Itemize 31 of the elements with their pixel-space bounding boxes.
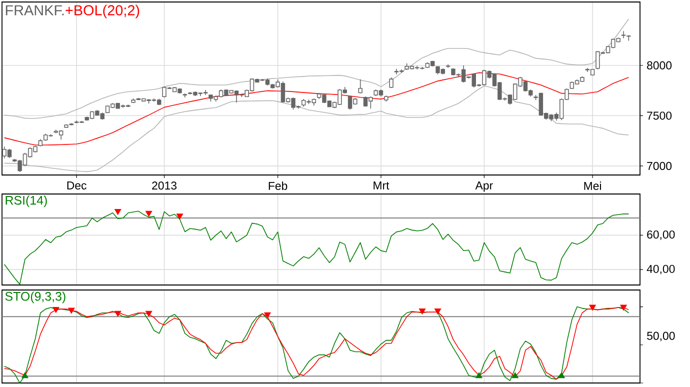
point xyxy=(22,372,28,378)
chart-title: FRANKF. xyxy=(6,5,64,16)
x-tick-label: Feb xyxy=(268,182,288,190)
point xyxy=(620,304,627,311)
y-tick-label: 8000 xyxy=(647,61,672,70)
point xyxy=(434,308,442,314)
point xyxy=(52,307,60,313)
point xyxy=(558,372,565,378)
x-tick-label: Apr xyxy=(475,182,493,192)
point xyxy=(264,312,271,318)
point xyxy=(68,308,75,314)
point xyxy=(145,310,152,317)
text: +BOL(20;2) xyxy=(66,4,140,18)
candlestick xyxy=(389,77,394,88)
x-tick-label: Mei xyxy=(584,182,601,190)
x-tick-label: Dec xyxy=(67,182,86,190)
y-tick-label: 40,00 xyxy=(646,264,675,274)
point xyxy=(418,308,426,314)
y-tick-label: 7500 xyxy=(647,112,672,120)
point xyxy=(512,372,518,378)
y-tick-label: 7000 xyxy=(647,162,672,170)
text: RSI(14) xyxy=(6,196,47,208)
y-tick-label: 60,00 xyxy=(647,230,675,240)
series-label: STO(9,3,3) xyxy=(5,292,66,304)
point xyxy=(114,310,122,317)
candlestick xyxy=(358,78,362,94)
text: 50,00 xyxy=(647,332,675,342)
x-tick-label: 2013 xyxy=(152,182,177,190)
x-tick-label: Mrt xyxy=(374,182,390,190)
point xyxy=(589,304,596,311)
point xyxy=(476,372,482,378)
